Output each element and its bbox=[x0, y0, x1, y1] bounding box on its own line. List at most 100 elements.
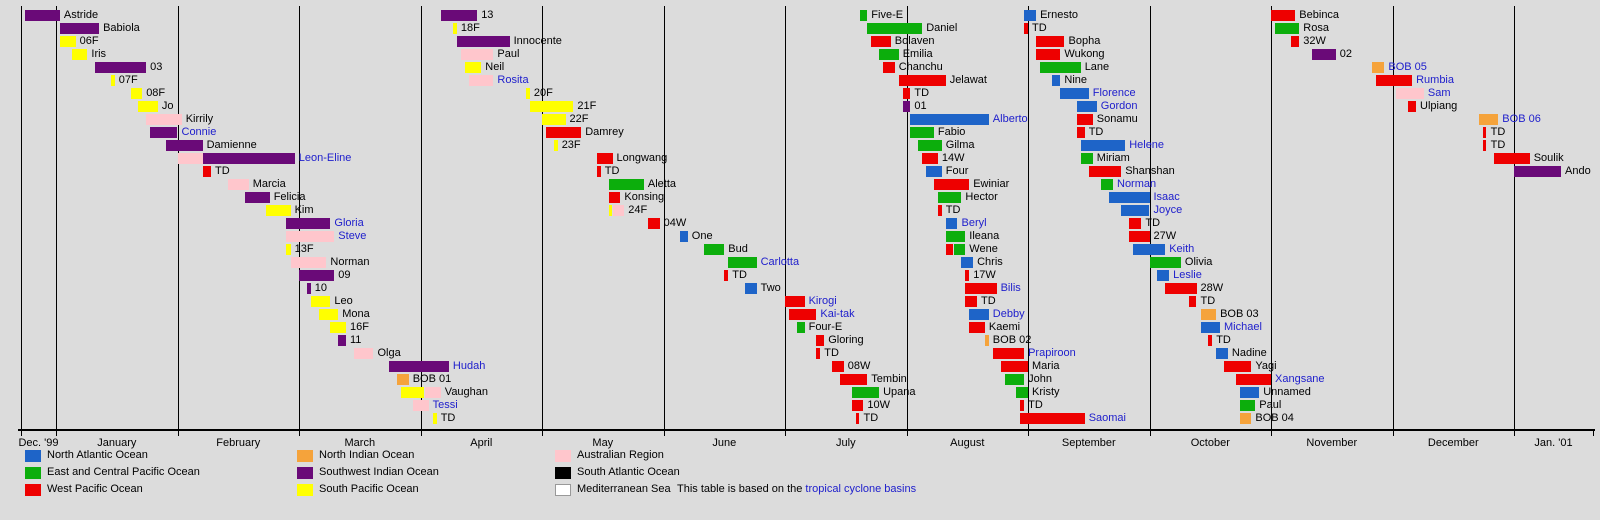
storm-label-ulpiang: Ulpiang bbox=[1420, 100, 1458, 112]
storm-bar bbox=[883, 62, 895, 73]
storm-label-daniel: Daniel bbox=[926, 22, 958, 34]
storm-label-td: TD bbox=[604, 165, 620, 177]
storm-label-aletta: Aletta bbox=[647, 178, 677, 190]
storm-label-florence[interactable]: Florence bbox=[1092, 87, 1136, 99]
storm-label-ernesto: Ernesto bbox=[1040, 9, 1079, 21]
storm-bar bbox=[1109, 192, 1150, 203]
axis-tick bbox=[785, 431, 786, 436]
storm-label-chris: Chris bbox=[977, 256, 1003, 268]
storm-bar bbox=[1016, 387, 1028, 398]
month-gridline bbox=[420, 6, 422, 430]
storm-label-14w: 14W bbox=[941, 152, 965, 164]
storm-bar bbox=[338, 335, 346, 346]
storm-label-24f: 24F bbox=[628, 204, 648, 216]
storm-label-kaemi: Kaemi bbox=[988, 321, 1021, 333]
storm-bar bbox=[922, 153, 938, 164]
storm-label-michael[interactable]: Michael bbox=[1224, 321, 1262, 333]
storm-label-steve[interactable]: Steve bbox=[338, 230, 367, 242]
tropical-cyclone-basins-link[interactable]: tropical cyclone basins bbox=[805, 483, 917, 495]
storm-label-beryl[interactable]: Beryl bbox=[961, 217, 987, 229]
storm-bar bbox=[202, 153, 295, 164]
caption-text: This table is based on the bbox=[677, 483, 806, 495]
storm-bar bbox=[59, 23, 100, 34]
month-gridline bbox=[663, 6, 665, 430]
storm-label-konsing: Konsing bbox=[624, 191, 665, 203]
storm-bar bbox=[984, 335, 989, 346]
storm-bar bbox=[1036, 36, 1065, 47]
axis-tick bbox=[420, 431, 422, 436]
storm-label-hector: Hector bbox=[965, 191, 998, 203]
storm-label-carlotta[interactable]: Carlotta bbox=[760, 256, 800, 268]
storm-bar bbox=[1052, 75, 1061, 86]
storm-label-felicia: Felicia bbox=[273, 191, 306, 203]
storm-label-isaac[interactable]: Isaac bbox=[1153, 191, 1180, 203]
storm-label-bob-06[interactable]: BOB 06 bbox=[1502, 113, 1541, 125]
storm-label-gordon[interactable]: Gordon bbox=[1100, 100, 1138, 112]
storm-label-two: Two bbox=[760, 282, 781, 294]
storm-bar bbox=[542, 114, 566, 125]
storm-label-tessi[interactable]: Tessi bbox=[432, 399, 458, 411]
storm-label-bob-03: BOB 03 bbox=[1220, 308, 1259, 320]
storm-label-debby[interactable]: Debby bbox=[992, 308, 1025, 320]
month-gridline bbox=[906, 6, 908, 430]
storm-label-keith[interactable]: Keith bbox=[1169, 243, 1195, 255]
storm-label-longwang: Longwang bbox=[616, 152, 668, 164]
axis-month-label: January bbox=[97, 437, 137, 449]
storm-bar bbox=[785, 296, 805, 307]
storm-label-leon-eline[interactable]: Leon-Eline bbox=[298, 152, 352, 164]
storm-label-fabio: Fabio bbox=[937, 126, 966, 138]
storm-label-td: TD bbox=[945, 204, 961, 216]
storm-bar bbox=[1121, 205, 1150, 216]
storm-bar bbox=[1004, 374, 1025, 385]
storm-label-10: 10 bbox=[314, 282, 328, 294]
storm-label-rosita[interactable]: Rosita bbox=[497, 74, 529, 86]
storm-label-connie[interactable]: Connie bbox=[181, 126, 217, 138]
storm-bar bbox=[992, 348, 1025, 359]
axis-tick bbox=[1271, 431, 1272, 436]
storm-bar bbox=[461, 49, 494, 60]
storm-label-astride: Astride bbox=[63, 9, 99, 21]
axis-month-label: Jan. '01 bbox=[1534, 437, 1573, 449]
storm-label-soulik: Soulik bbox=[1533, 152, 1564, 164]
storm-label-sam[interactable]: Sam bbox=[1427, 87, 1451, 99]
storm-label-bolaven: Bolaven bbox=[894, 35, 935, 47]
storm-label-rumbia[interactable]: Rumbia bbox=[1416, 74, 1454, 86]
storm-label-bob-05[interactable]: BOB 05 bbox=[1388, 61, 1427, 73]
storm-bar bbox=[612, 205, 625, 216]
storm-label-kai-tak[interactable]: Kai-tak bbox=[820, 308, 855, 320]
storm-label-ileana: Ileana bbox=[969, 230, 1000, 242]
axis-month-label: Dec. '99 bbox=[18, 437, 59, 449]
storm-label-joyce[interactable]: Joyce bbox=[1153, 204, 1183, 216]
storm-bar bbox=[1149, 257, 1181, 268]
storm-label-20f: 20F bbox=[533, 87, 553, 99]
storm-label-olivia: Olivia bbox=[1184, 256, 1213, 268]
storm-label-td: TD bbox=[1145, 217, 1161, 229]
storm-bar bbox=[1478, 114, 1499, 125]
storm-label-prapiroon[interactable]: Prapiroon bbox=[1028, 347, 1076, 359]
storm-bar bbox=[816, 348, 821, 359]
storm-label-helene[interactable]: Helene bbox=[1129, 139, 1165, 151]
storm-label-paul: Paul bbox=[1259, 399, 1282, 411]
storm-bar bbox=[456, 36, 510, 47]
storm-label-alberto[interactable]: Alberto bbox=[992, 113, 1028, 125]
storm-bar bbox=[851, 400, 864, 411]
storm-label-hudah[interactable]: Hudah bbox=[452, 360, 486, 372]
storm-label-leslie[interactable]: Leslie bbox=[1173, 269, 1202, 281]
storm-bar bbox=[165, 140, 203, 151]
axis-tick bbox=[906, 431, 908, 436]
storm-label-gloria[interactable]: Gloria bbox=[334, 217, 364, 229]
storm-bar bbox=[728, 257, 757, 268]
storm-label-saomai[interactable]: Saomai bbox=[1088, 412, 1126, 424]
storm-bar bbox=[788, 309, 817, 320]
storm-bar bbox=[1482, 140, 1487, 151]
storm-bar bbox=[1188, 296, 1197, 307]
storm-label-td: TD bbox=[824, 347, 839, 359]
storm-label-xangsane[interactable]: Xangsane bbox=[1275, 373, 1325, 385]
storm-label-13f: 13F bbox=[294, 243, 314, 255]
storm-label-kirogi[interactable]: Kirogi bbox=[808, 295, 837, 307]
storm-label-bilis[interactable]: Bilis bbox=[1000, 282, 1021, 294]
storm-label-norman[interactable]: Norman bbox=[1117, 178, 1157, 190]
storm-bar bbox=[1157, 270, 1170, 281]
storm-bar bbox=[965, 283, 997, 294]
storm-label-leo: Leo bbox=[334, 295, 353, 307]
